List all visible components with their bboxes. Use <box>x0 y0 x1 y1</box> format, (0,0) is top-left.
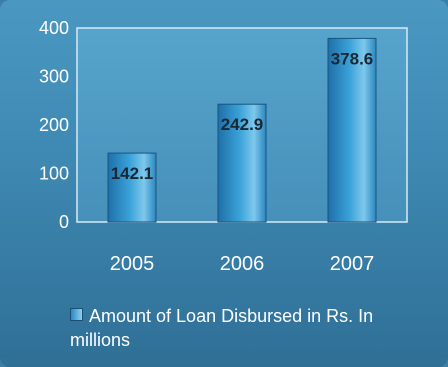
bar-data-label: 142.1 <box>111 164 154 183</box>
x-tick-label: 2006 <box>220 253 265 275</box>
y-tick-label: 400 <box>39 18 69 38</box>
y-axis-ticks: 0 100 200 300 400 <box>39 18 69 232</box>
x-axis-labels: 2005 2006 2007 <box>110 253 375 275</box>
x-tick-label: 2005 <box>110 253 155 275</box>
legend: Amount of Loan Disbursed in Rs. In milli… <box>70 304 420 352</box>
bar <box>217 103 267 223</box>
y-tick-label: 300 <box>39 67 69 87</box>
y-tick-label: 0 <box>59 212 69 232</box>
y-tick-label: 100 <box>39 164 69 184</box>
bar <box>327 37 377 223</box>
bar-data-label: 378.6 <box>331 49 374 68</box>
legend-swatch-icon <box>70 308 83 321</box>
bars: 142.1 242.9 378.6 <box>107 37 377 223</box>
y-tick-label: 200 <box>39 115 69 135</box>
bar-data-label: 242.9 <box>221 115 264 134</box>
x-tick-label: 2007 <box>330 253 375 275</box>
bar <box>107 152 157 223</box>
legend-label: Amount of Loan Disbursed in Rs. In milli… <box>70 306 374 350</box>
